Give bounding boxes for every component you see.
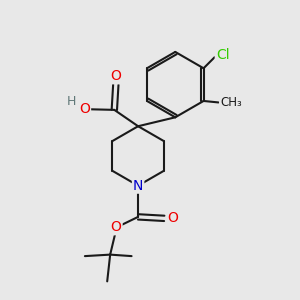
Text: Cl: Cl [216,48,230,62]
Text: O: O [79,102,90,116]
Text: O: O [167,212,178,225]
Text: CH₃: CH₃ [220,96,242,109]
Text: N: N [133,179,143,193]
Text: H: H [67,95,76,108]
Text: O: O [111,220,122,234]
Text: O: O [110,69,121,83]
